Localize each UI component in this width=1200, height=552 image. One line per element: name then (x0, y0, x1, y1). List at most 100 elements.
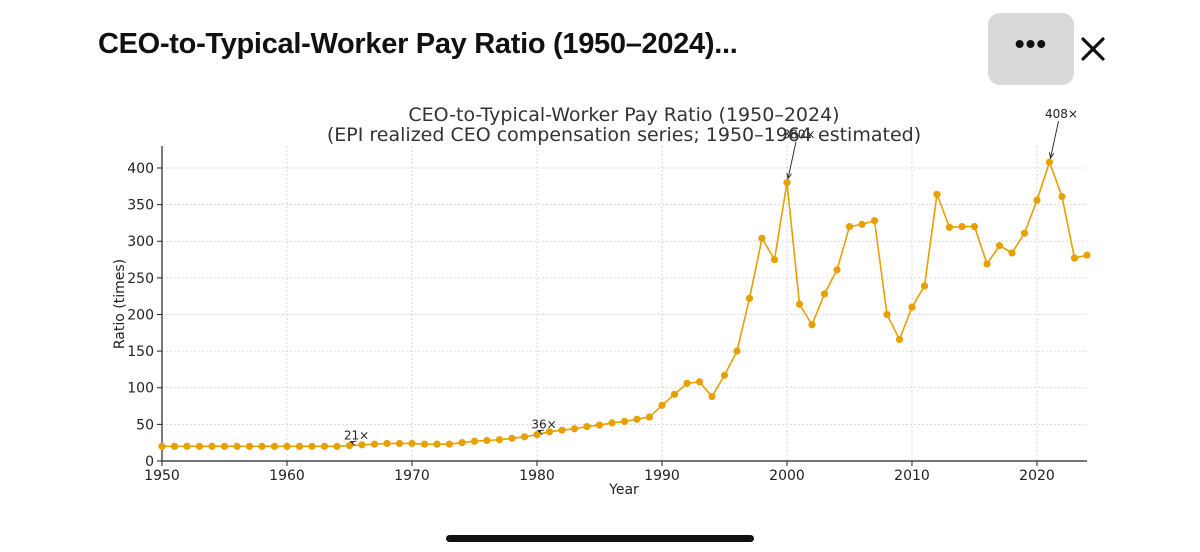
data-point (408, 439, 416, 448)
data-point (433, 440, 441, 448)
x-tick-label: 1960 (269, 468, 305, 484)
data-point (183, 442, 191, 450)
data-point (945, 223, 954, 231)
y-tick-label: 300 (127, 234, 154, 250)
data-point (983, 260, 991, 268)
series-line (162, 159, 1088, 448)
y-tick-label: 0 (145, 454, 154, 470)
data-point (308, 442, 316, 450)
data-point (783, 179, 791, 187)
y-tick-label: 250 (127, 271, 154, 287)
more-horizontal-icon: ••• (1014, 28, 1048, 59)
data-point (758, 234, 766, 242)
data-point (770, 255, 779, 264)
y-tick-label: 400 (127, 161, 154, 177)
annotation-arrowhead (536, 429, 545, 435)
data-point (358, 441, 366, 449)
data-point (295, 442, 304, 450)
annotation-label: 36× (531, 418, 556, 432)
data-point (845, 222, 854, 231)
x-tick-label: 1970 (394, 468, 430, 484)
data-point (1020, 229, 1029, 237)
y-tick-label: 350 (127, 198, 154, 214)
data-point (745, 294, 754, 302)
data-point (883, 310, 891, 319)
data-point (520, 433, 529, 441)
data-point (933, 190, 941, 198)
data-point (958, 222, 966, 231)
x-tick-label: 2020 (1019, 468, 1055, 484)
chart-container: 1950 1960 1970 1980 1990 2000 2010 2020 0 50 100 15… (0, 95, 1200, 515)
data-point (733, 347, 741, 355)
data-point (595, 421, 604, 429)
data-point (720, 371, 729, 379)
annotation-arrowhead (786, 172, 792, 180)
annotation-arrow (787, 141, 797, 179)
home-indicator (446, 535, 754, 542)
data-point (795, 300, 804, 308)
data-point (995, 242, 1004, 250)
page-title: CEO-to-Typical-Worker Pay Ratio (1950–20… (98, 28, 738, 60)
annotation-label: 21× (344, 429, 369, 443)
annotation-arrowhead (349, 440, 357, 446)
y-tick-label: 50 (136, 417, 154, 433)
data-point (708, 392, 716, 401)
data-point (645, 413, 654, 421)
data-point (345, 442, 354, 450)
annotation-arrow (1050, 121, 1059, 159)
x-tick-label: 2000 (769, 468, 805, 484)
data-point (233, 442, 241, 450)
data-point (920, 282, 929, 290)
data-point (270, 442, 279, 450)
data-point (1033, 196, 1041, 204)
data-point (158, 442, 166, 450)
data-point (395, 439, 404, 448)
annotation-label: 380× (783, 128, 816, 142)
data-point (383, 439, 391, 448)
y-tick-label: 200 (127, 307, 154, 323)
x-tick-label: 1980 (519, 468, 555, 484)
data-point (895, 335, 904, 343)
data-point (445, 440, 454, 448)
close-icon (1081, 37, 1105, 61)
data-point (583, 422, 591, 431)
data-point (558, 426, 566, 434)
data-point (670, 390, 679, 398)
data-point (420, 440, 429, 448)
data-point (1045, 158, 1054, 166)
y-tick-label: 150 (127, 344, 154, 360)
data-point (495, 436, 504, 444)
data-point (695, 378, 704, 386)
data-point (320, 442, 329, 450)
data-point (208, 442, 216, 450)
data-point (970, 222, 979, 231)
data-point (333, 442, 341, 450)
data-point (683, 379, 691, 387)
data-point (483, 436, 491, 445)
close-button[interactable] (1074, 28, 1112, 70)
data-point (195, 442, 204, 450)
data-point (620, 417, 629, 426)
data-point (508, 434, 516, 442)
more-options-button[interactable]: ••• (988, 13, 1074, 85)
data-point (1083, 251, 1091, 259)
data-point (608, 419, 616, 427)
chart-title: CEO-to-Typical-Worker Pay Ratio (1950–20… (408, 104, 839, 126)
data-point (633, 415, 641, 423)
data-point (1008, 249, 1016, 257)
y-tick-label: 100 (127, 381, 154, 397)
data-point (570, 425, 579, 433)
y-axis-label: Ratio (times) (112, 259, 128, 349)
x-axis-label: Year (608, 482, 639, 498)
data-point (245, 442, 254, 450)
data-point (808, 321, 816, 329)
data-point (658, 401, 666, 409)
data-point (858, 220, 866, 228)
data-point (1070, 254, 1079, 262)
chart-subtitle: (EPI realized CEO compensation series; 1… (327, 124, 921, 146)
data-point (458, 439, 466, 447)
data-point (470, 437, 479, 445)
data-point (283, 442, 291, 450)
data-point (908, 303, 916, 311)
annotation-arrowhead (1048, 152, 1055, 160)
